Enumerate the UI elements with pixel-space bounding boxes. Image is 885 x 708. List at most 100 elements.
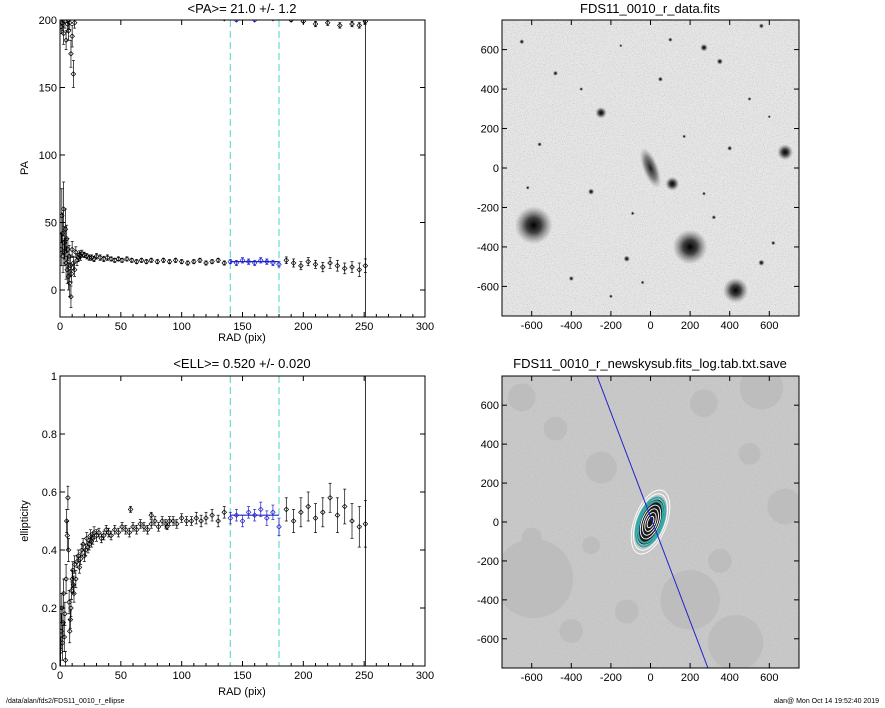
pa-point-50 — [178, 258, 185, 265]
ell-xlabel: RAD (pix) — [218, 686, 266, 698]
pa-xtick-label-0: 0 — [57, 321, 63, 333]
img1-galaxy — [639, 147, 662, 189]
img1-star-11 — [758, 259, 765, 266]
skysub-image-frame — [501, 375, 800, 669]
img1-xtick-label-4: 200 — [681, 320, 699, 332]
img1-star-26 — [702, 191, 706, 196]
pa-point-19 — [70, 260, 77, 266]
img1-xtick-label-0: -600 — [521, 320, 543, 332]
img1-star-7 — [700, 43, 708, 52]
ell-xtick-label-4: 200 — [294, 670, 312, 682]
ell-xtick-label-2: 100 — [172, 670, 190, 682]
data-image-axes: -600 -400 -200 0 200 400 600 -600 -400 -200 0 200 40… — [477, 20, 799, 332]
ell-point-56 — [144, 526, 151, 533]
img2-mask-12 — [521, 527, 542, 548]
ell-point-21 — [70, 582, 77, 588]
ell-point-88 — [320, 509, 326, 516]
pa-ytick-label-2: 100 — [39, 150, 57, 162]
pa-point-27 — [81, 252, 88, 258]
pa-point-89 — [70, 71, 77, 77]
ell-point-55 — [141, 524, 147, 530]
pa-point-45 — [148, 257, 155, 264]
ell-point-10 — [63, 518, 70, 524]
img1-star-27 — [767, 115, 771, 119]
img2-mask-10 — [559, 619, 584, 643]
pa-point-68 — [290, 260, 297, 266]
ell-point-67 — [188, 518, 195, 524]
img2-mask-0 — [502, 538, 574, 619]
ell-point-45 — [105, 529, 112, 536]
ell-point-75 — [233, 512, 240, 518]
pa-xtick-label-4: 200 — [294, 321, 312, 333]
pa-frame — [59, 19, 426, 318]
skysub-image-overlays — [502, 376, 799, 668]
pa-point-85 — [65, 28, 72, 34]
ell-point-23 — [71, 561, 78, 568]
ell-point-71 — [209, 512, 215, 518]
img1-star-9 — [552, 70, 558, 76]
ell-point-43 — [101, 532, 107, 539]
ell-ylabel: ellipticity — [19, 500, 31, 542]
ell-point-74 — [227, 515, 234, 521]
img1-xtick-label-2: -200 — [600, 320, 622, 332]
ell-point-53 — [133, 526, 140, 533]
pa-point-16 — [68, 293, 74, 300]
pa-marks — [60, 20, 369, 317]
pa-point-91 — [222, 20, 226, 22]
ell-point-13 — [65, 547, 72, 553]
img2-mask-5 — [739, 376, 784, 410]
img1-star-23 — [579, 87, 584, 91]
img2-mask-11 — [707, 549, 732, 573]
ell-point-65 — [178, 515, 185, 521]
img2-isophote-4 — [637, 500, 664, 544]
ell-point-80 — [264, 515, 270, 521]
img2-mask-8 — [614, 599, 639, 624]
ell-point-35 — [86, 541, 92, 547]
img2-ytick-label-1: -400 — [477, 595, 499, 607]
ell-point-60 — [159, 518, 165, 524]
pa-point-102 — [362, 20, 369, 25]
pa-point-96 — [300, 20, 307, 25]
pa-point-15 — [67, 262, 74, 269]
pa-point-99 — [337, 22, 343, 29]
pa-point-93 — [251, 20, 258, 23]
ell-point-30 — [80, 541, 86, 547]
footer-timestamp: alan@ Mon Oct 14 19:52:40 2019 — [773, 698, 879, 705]
ell-point-27 — [76, 564, 83, 571]
img1-star-17 — [630, 211, 635, 216]
ell-point-54 — [137, 521, 144, 527]
pa-point-32 — [93, 253, 100, 260]
pa-point-43 — [138, 257, 145, 264]
img2-mask-2 — [707, 614, 764, 668]
img2-isophote-2 — [642, 508, 659, 536]
pa-point-42 — [133, 258, 140, 265]
skysub-image-axes: -600 -400 -200 0 200 400 600 -600 -400 -200 0 200 40… — [477, 376, 799, 684]
pa-point-88 — [69, 33, 75, 39]
ell-point-95 — [127, 506, 134, 513]
pa-point-30 — [88, 254, 95, 261]
img1-star-25 — [525, 185, 530, 190]
data-image-sources — [514, 23, 794, 304]
pa-ytick-label-1: 50 — [45, 218, 57, 230]
pa-point-86 — [66, 20, 73, 26]
img1-star-2 — [722, 277, 749, 304]
ell-ytick-label-5: 1 — [51, 371, 57, 383]
pa-point-75 — [341, 265, 348, 272]
ell-xtick-label-3: 150 — [233, 670, 251, 682]
img1-ytick-label-5: 400 — [481, 84, 499, 96]
img1-star-3 — [777, 144, 794, 161]
pa-point-63 — [257, 257, 264, 264]
pa-xtick-label-5: 250 — [355, 321, 373, 333]
pa-axes: 0 50 100 150 200 250 300 0 50 100 150 200 — [39, 15, 435, 333]
ell-point-51 — [126, 529, 133, 536]
pa-point-26 — [79, 250, 85, 257]
ell-point-24 — [73, 576, 79, 582]
ell-point-82 — [276, 524, 282, 530]
img2-ytick-label-6: 600 — [481, 400, 499, 412]
img2-isophote-6 — [633, 493, 668, 551]
ell-point-6 — [61, 634, 68, 640]
img1-ytick-label-0: -600 — [477, 281, 499, 293]
img1-xtick-label-5: 400 — [721, 320, 739, 332]
pa-point-60 — [239, 257, 246, 264]
